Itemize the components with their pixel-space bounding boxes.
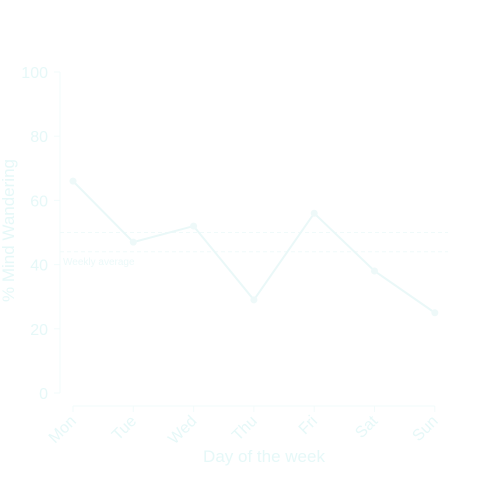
x-tick-label: Thu (229, 413, 261, 445)
x-ticks: Mon Tue Wed Thu Fri Sat Sun (46, 406, 442, 448)
data-point (431, 309, 439, 317)
series (69, 177, 439, 317)
y-ticks: 0 20 40 60 80 100 (21, 65, 60, 403)
x-tick-label: Wed (165, 413, 200, 448)
data-point (129, 238, 137, 246)
y-tick-label: 40 (30, 258, 48, 275)
x-tick-label: Fri (296, 413, 321, 438)
data-point (190, 222, 198, 230)
x-tick-label: Sun (409, 413, 441, 445)
reference-lines: Weekly average (60, 232, 448, 268)
y-tick-label: 80 (30, 129, 48, 146)
y-axis-title: % Mind Wandering (0, 159, 18, 302)
axes (59, 72, 435, 407)
x-tick-label: Tue (109, 413, 140, 444)
y-tick-label: 0 (39, 386, 48, 403)
y-tick-label: 100 (21, 65, 48, 82)
x-tick-label: Sat (352, 412, 381, 441)
x-tick-label: Mon (46, 413, 80, 447)
data-point (69, 177, 77, 185)
data-point (250, 296, 258, 304)
data-point (371, 267, 378, 275)
reference-line-label: Weekly average (63, 257, 135, 268)
y-tick-label: 60 (30, 193, 48, 210)
data-point (310, 209, 318, 217)
y-tick-label: 20 (30, 322, 48, 339)
x-axis-title: Day of the week (203, 447, 325, 466)
series-line (72, 180, 436, 314)
